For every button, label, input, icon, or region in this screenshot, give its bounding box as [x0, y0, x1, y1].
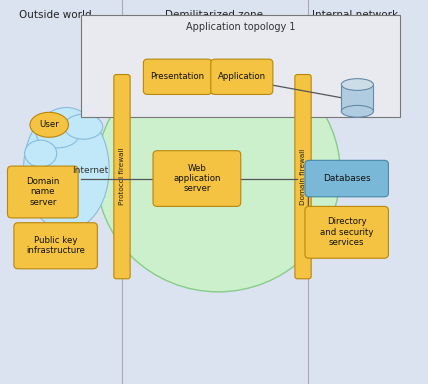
Text: Presentation: Presentation	[151, 72, 205, 81]
Text: Internet: Internet	[72, 166, 108, 175]
FancyBboxPatch shape	[153, 151, 241, 207]
FancyBboxPatch shape	[295, 74, 311, 279]
Ellipse shape	[25, 140, 56, 167]
Text: Domain
name
server: Domain name server	[26, 177, 59, 207]
FancyBboxPatch shape	[81, 15, 400, 117]
Text: Protocol firewall: Protocol firewall	[119, 148, 125, 205]
Text: Web
application
server: Web application server	[173, 164, 220, 194]
Ellipse shape	[341, 79, 373, 90]
FancyBboxPatch shape	[114, 74, 130, 279]
FancyBboxPatch shape	[8, 166, 78, 218]
Text: Application topology 1: Application topology 1	[186, 22, 295, 32]
Ellipse shape	[341, 106, 373, 117]
Ellipse shape	[96, 54, 340, 292]
Ellipse shape	[36, 121, 79, 148]
FancyBboxPatch shape	[305, 161, 388, 197]
Text: Internal network: Internal network	[312, 10, 398, 20]
Ellipse shape	[64, 114, 103, 139]
Text: Demilitarized zone
(DMZ): Demilitarized zone (DMZ)	[165, 10, 263, 31]
FancyBboxPatch shape	[211, 59, 273, 94]
Text: Directory
and security
services: Directory and security services	[320, 217, 373, 247]
Text: User: User	[39, 120, 59, 129]
Text: Public key
infrastructure: Public key infrastructure	[26, 236, 85, 255]
Ellipse shape	[24, 108, 109, 230]
FancyBboxPatch shape	[305, 207, 388, 258]
Text: Application: Application	[218, 72, 266, 81]
FancyBboxPatch shape	[14, 223, 97, 269]
FancyBboxPatch shape	[341, 84, 373, 111]
Ellipse shape	[30, 112, 68, 137]
FancyBboxPatch shape	[143, 59, 212, 94]
Text: Databases: Databases	[323, 174, 371, 183]
Text: Domain firewall: Domain firewall	[300, 149, 306, 205]
Text: Outside world: Outside world	[19, 10, 92, 20]
